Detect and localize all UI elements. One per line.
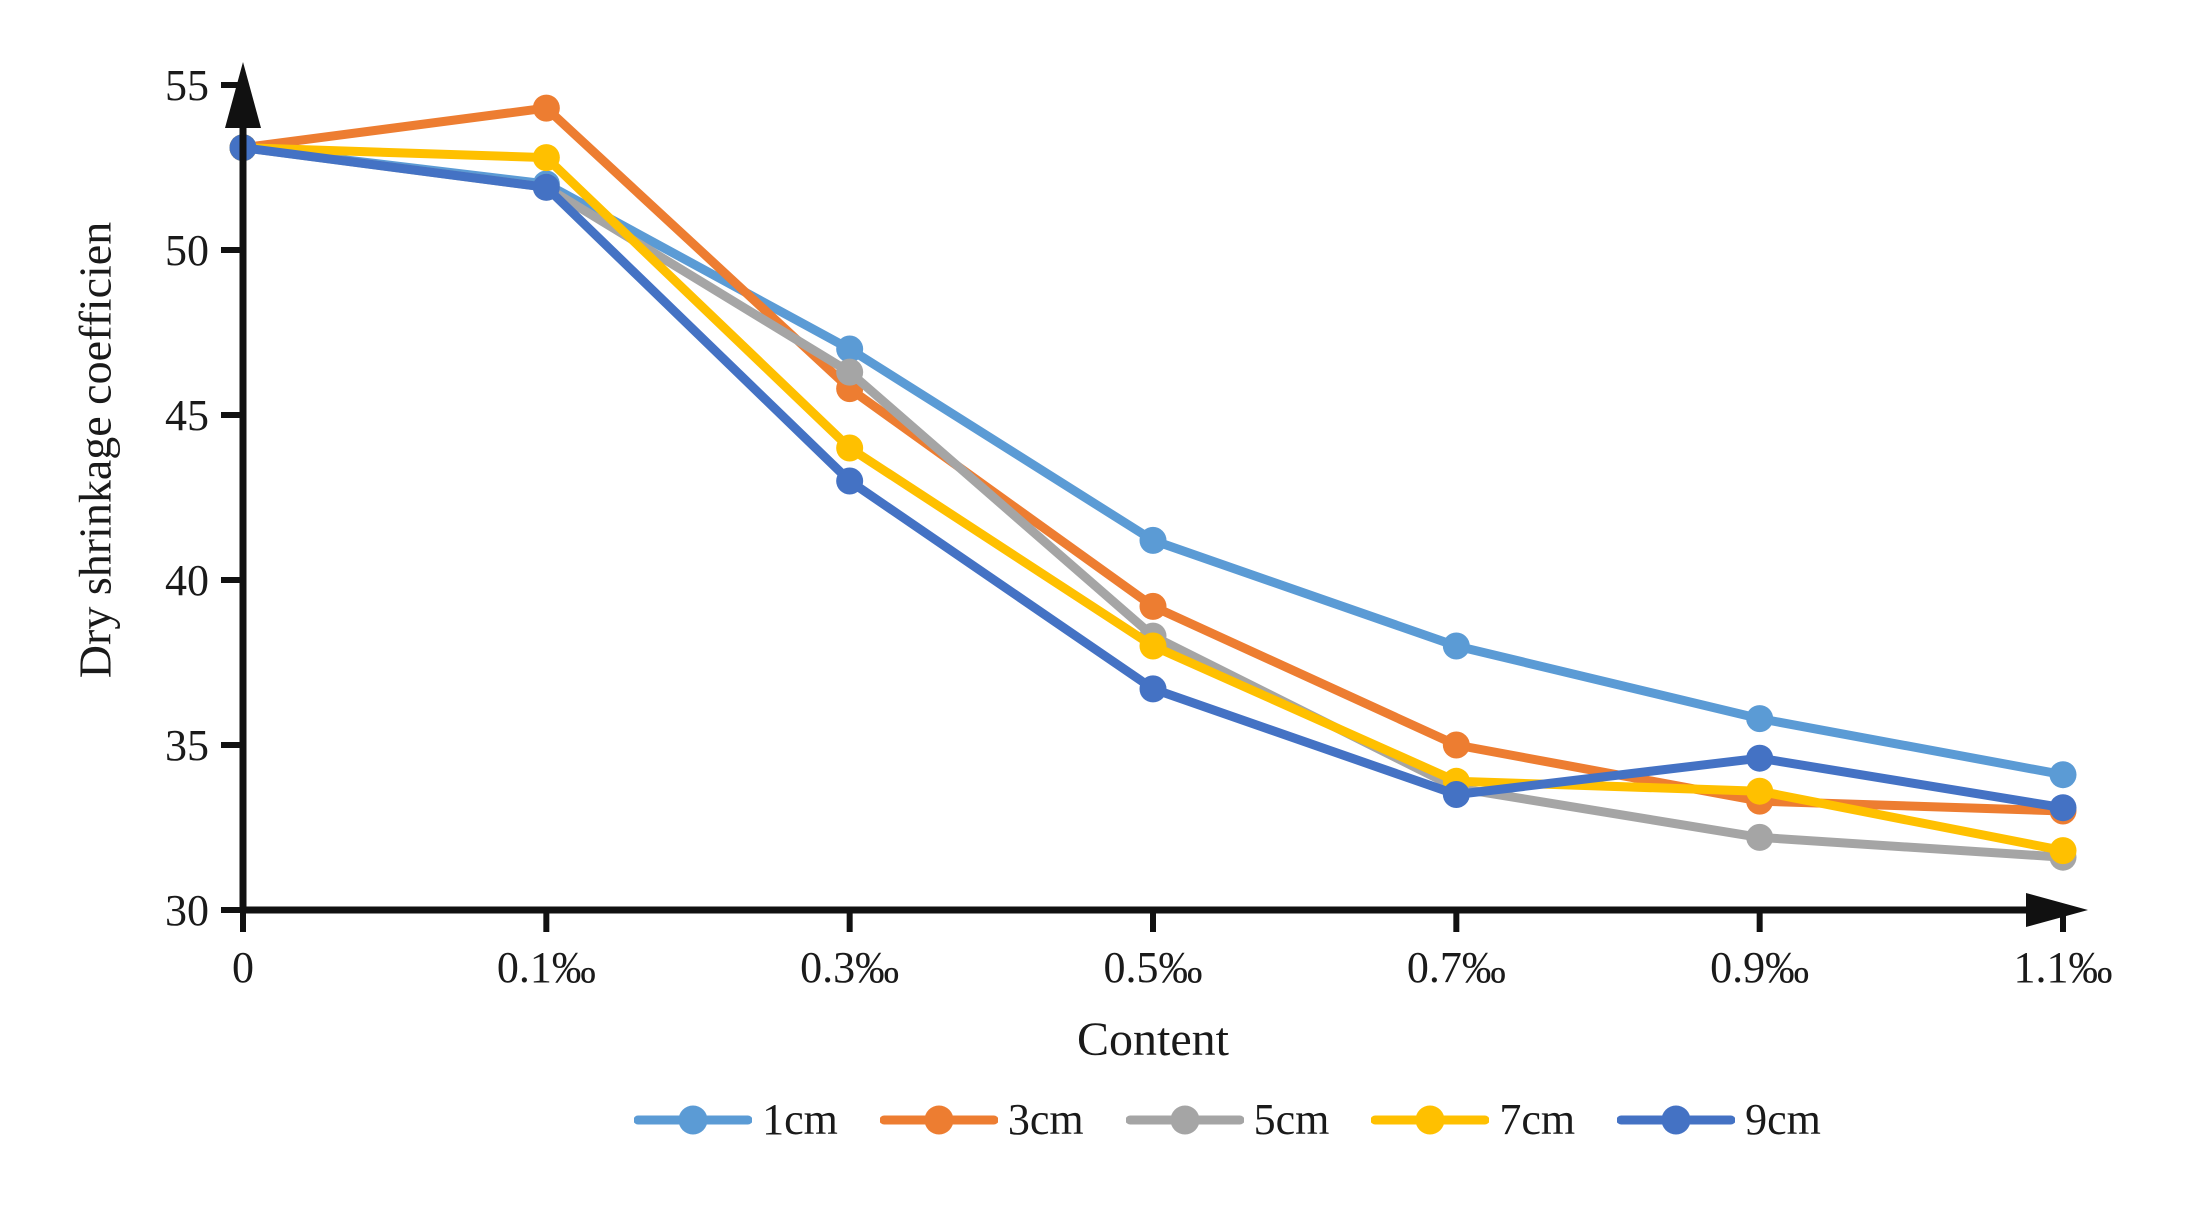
y-tick-label: 40 (165, 556, 209, 605)
y-tick-label: 30 (165, 886, 209, 935)
series-marker-3cm (1442, 731, 1470, 759)
legend-marker-icon (1125, 1105, 1244, 1135)
legend-item-5cm: 5cm (1125, 1095, 1330, 1144)
series-marker-9cm (1139, 675, 1167, 703)
x-axis-arrow-icon (2026, 893, 2088, 927)
legend-marker-icon (1371, 1105, 1490, 1135)
legend-marker-icon (879, 1105, 998, 1135)
series-marker-3cm (532, 94, 560, 122)
x-tick-label: 0.1‰ (497, 943, 596, 992)
series-marker-1cm (1746, 705, 1774, 733)
y-axis-title: Dry shrinkage coefficien (69, 221, 121, 679)
legend-label: 1cm (762, 1095, 838, 1144)
series-marker-9cm (532, 173, 560, 201)
legend-label: 9cm (1745, 1095, 1821, 1144)
series-marker-5cm (836, 358, 864, 386)
series-marker-5cm (1746, 823, 1774, 851)
series-marker-1cm (2049, 761, 2077, 789)
x-tick-label: 0.3‰ (800, 943, 899, 992)
legend-label: 5cm (1253, 1095, 1330, 1144)
legend-label: 3cm (1007, 1095, 1084, 1144)
series-marker-9cm (2049, 794, 2077, 822)
legend-item-9cm: 9cm (1617, 1098, 1821, 1142)
series-line-3cm (238, 103, 2068, 816)
y-axis-arrow-icon (225, 62, 261, 128)
x-tick-label: 0.5‰ (1104, 943, 1203, 992)
series-marker-9cm (1746, 744, 1774, 772)
series-marker-7cm (1746, 777, 1774, 805)
x-tick-label: 0.9‰ (1710, 943, 1809, 992)
series-marker-7cm (2049, 837, 2077, 865)
data-series (229, 94, 2077, 871)
x-axis-ticks: 0 0.1‰ 0.3‰ 0.5‰ 0.7‰ 0.9‰ 1.1‰ (232, 910, 2113, 992)
legend-marker-icon (1617, 1105, 1736, 1135)
x-axis-title: Content (1077, 1013, 1229, 1066)
legend-label: 7cm (1499, 1095, 1576, 1144)
y-tick-label: 45 (165, 391, 209, 440)
legend-item-1cm: 1cm (634, 1098, 838, 1142)
y-tick-label: 55 (165, 61, 209, 110)
series-marker-1cm (836, 335, 864, 363)
series-marker-9cm (836, 467, 864, 495)
series-marker-7cm (836, 434, 864, 462)
series-marker-1cm (1442, 632, 1470, 660)
y-axis-ticks: 30 35 40 45 50 55 (165, 61, 243, 935)
series-marker-3cm (1139, 592, 1167, 620)
x-tick-label: 0 (232, 943, 254, 992)
chart-legend: 1cm 3cm 5cm 7cm 9cm (243, 1098, 2212, 1142)
legend-item-7cm: 7cm (1371, 1098, 1575, 1142)
series-line-9cm (238, 143, 2068, 813)
series-marker-7cm (532, 144, 560, 172)
series-marker-7cm (1139, 632, 1167, 660)
series-line-7cm (238, 143, 2068, 856)
legend-marker-icon (634, 1105, 753, 1135)
x-tick-label: 0.7‰ (1407, 943, 1506, 992)
series-marker-1cm (1139, 526, 1167, 554)
y-tick-label: 50 (165, 226, 209, 275)
x-tick-label: 1.1‰ (2014, 943, 2113, 992)
y-tick-label: 35 (165, 721, 209, 770)
series-line-5cm (238, 143, 2068, 862)
series-marker-9cm (1442, 781, 1470, 808)
legend-item-3cm: 3cm (879, 1095, 1084, 1144)
